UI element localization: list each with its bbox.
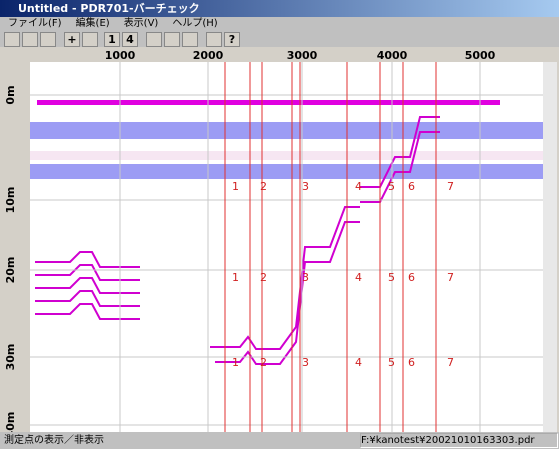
marker-label: 5 [388, 356, 395, 369]
save-button[interactable] [40, 32, 56, 47]
x-ruler-label: 5000 [465, 49, 496, 62]
new-button[interactable] [4, 32, 20, 47]
menu-item[interactable]: 編集(E) [75, 18, 110, 29]
marker-label: 3 [302, 180, 309, 193]
zoom-button[interactable] [82, 32, 98, 47]
trace [35, 290, 140, 307]
marker-label: 1 [232, 356, 239, 369]
marker-label: 2 [260, 356, 267, 369]
x-ruler-label: 1000 [105, 49, 136, 62]
x-ruler-label: 2000 [193, 49, 224, 62]
box-button[interactable] [206, 32, 222, 47]
status-bar: 測定点の表示／非表示 F:¥kanotest¥20021010163303.pd… [0, 432, 559, 449]
trace [210, 206, 360, 350]
marker-label: 4 [355, 271, 362, 284]
trace [35, 264, 140, 281]
band [30, 122, 543, 139]
marker-label: 1 [232, 271, 239, 284]
menu-item[interactable]: ファイル(F) [8, 18, 62, 29]
marker-label: 4 [355, 180, 362, 193]
tool-4[interactable]: 4 [122, 32, 138, 47]
plot-bg [30, 62, 543, 432]
status-text: 測定点の表示／非表示 [4, 435, 104, 446]
help-button[interactable]: ? [224, 32, 240, 47]
marker-label: 7 [447, 356, 454, 369]
marker-label: 3 [302, 356, 309, 369]
trace [35, 251, 140, 268]
toolbar: + 1 4 ? [0, 31, 559, 47]
open-button[interactable] [22, 32, 38, 47]
y-ruler-label: 10m [4, 187, 17, 214]
marker-label: 2 [260, 271, 267, 284]
marker-label: 4 [355, 356, 362, 369]
y-ruler-label: 30m [4, 344, 17, 371]
grid-button[interactable] [146, 32, 162, 47]
marker-label: 6 [408, 271, 415, 284]
marker-label: 7 [447, 180, 454, 193]
top-trace [37, 100, 500, 105]
y-ruler-label: 20m [4, 257, 17, 284]
marker-label: 7 [447, 271, 454, 284]
band [30, 151, 543, 160]
status-path: F:¥kanotest¥20021010163303.pdr [360, 433, 558, 448]
window-title: Untitled - PDR701-バーチェック [18, 2, 200, 15]
tool-1[interactable]: 1 [104, 32, 120, 47]
bar-button[interactable] [164, 32, 180, 47]
marker-label: 5 [388, 271, 395, 284]
marker-label: 2 [260, 180, 267, 193]
marker-label: 6 [408, 356, 415, 369]
title-bar: Untitled - PDR701-バーチェック [0, 0, 559, 17]
menu-item[interactable]: ヘルプ(H) [172, 18, 218, 29]
marker-label: 1 [232, 180, 239, 193]
menu-item[interactable]: 表示(V) [123, 18, 159, 29]
y-ruler-label: 40m [4, 412, 17, 432]
band [30, 164, 543, 179]
x-ruler-label: 3000 [287, 49, 318, 62]
cross-button[interactable]: + [64, 32, 80, 47]
x-ruler-label: 4000 [377, 49, 408, 62]
trace [35, 303, 140, 320]
marker-label: 3 [302, 271, 309, 284]
color-button[interactable] [182, 32, 198, 47]
scrollbar[interactable] [543, 62, 557, 432]
marker-label: 6 [408, 180, 415, 193]
y-ruler-label: 0m [4, 85, 17, 104]
marker-label: 5 [388, 180, 395, 193]
menu-bar: ファイル(F) 編集(E) 表示(V) ヘルプ(H) [0, 17, 559, 31]
trace [35, 277, 140, 294]
